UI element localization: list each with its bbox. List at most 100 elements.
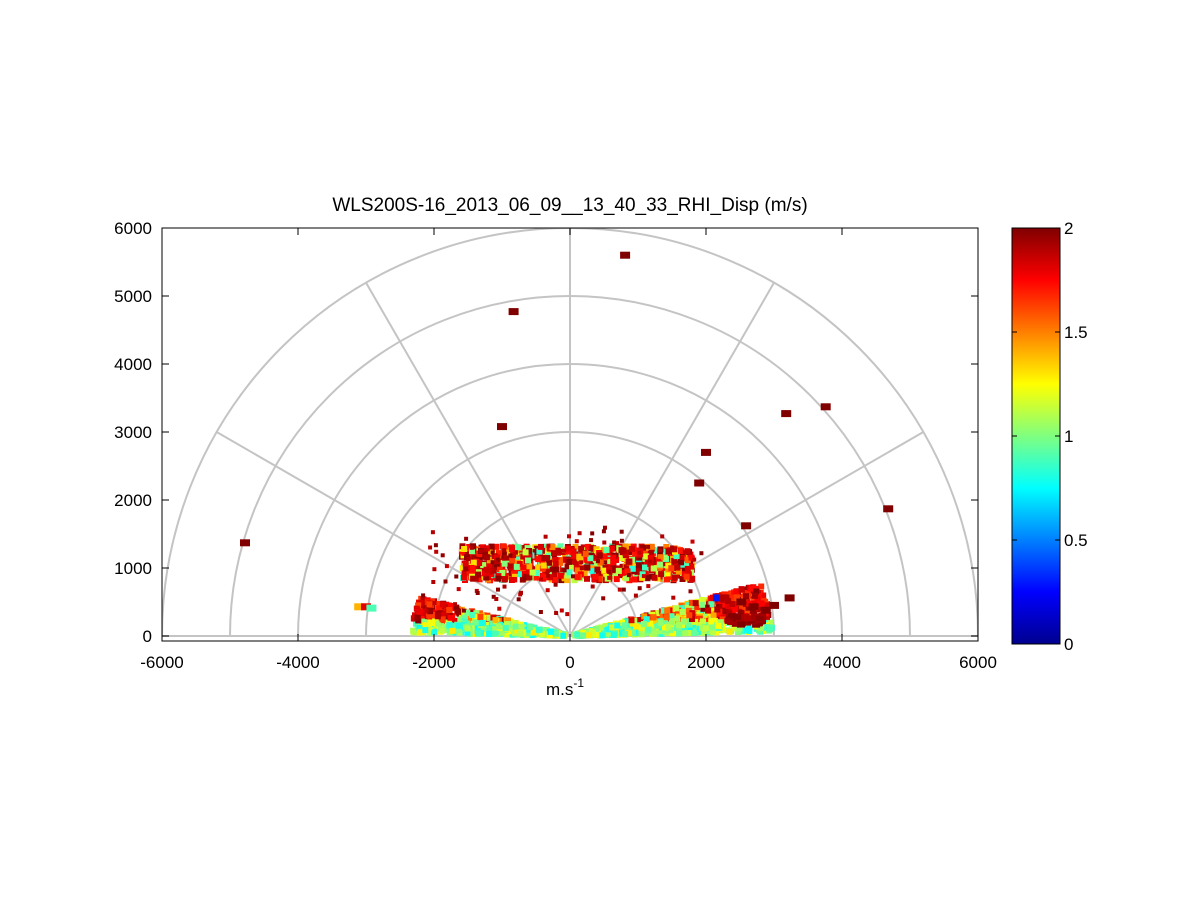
x-tick-label: 2000 <box>687 653 725 672</box>
data-cell <box>584 575 590 582</box>
x-tick-label: 6000 <box>959 653 997 672</box>
data-cell <box>607 569 612 574</box>
data-cell <box>673 605 680 612</box>
data-cell <box>486 549 493 556</box>
data-cell <box>566 569 573 576</box>
data-cell <box>661 624 668 631</box>
data-cell <box>503 631 510 638</box>
data-cell <box>414 614 421 621</box>
colorbar-tick-label: 1.5 <box>1064 323 1088 342</box>
data-cell <box>486 557 493 564</box>
data-cell <box>480 562 487 569</box>
data-cell <box>709 624 716 631</box>
isolated-cell <box>741 522 752 530</box>
data-cell <box>475 630 482 637</box>
data-cell <box>526 563 533 570</box>
data-cell <box>635 562 642 569</box>
data-cell <box>475 591 480 595</box>
data-cell <box>650 565 657 572</box>
data-cell <box>647 550 654 557</box>
isolated-cell <box>713 594 724 602</box>
data-cell <box>461 546 468 552</box>
data-cell <box>622 543 629 550</box>
data-cell <box>692 600 699 607</box>
data-cell <box>548 556 555 563</box>
data-cell <box>738 586 745 593</box>
data-cell <box>605 626 612 633</box>
data-cell <box>589 629 596 636</box>
data-cell <box>466 544 473 550</box>
data-cell <box>646 544 651 549</box>
data-cell <box>525 630 532 637</box>
data-cell <box>557 543 564 550</box>
data-cell <box>684 548 691 555</box>
data-cell <box>610 554 617 561</box>
data-cell <box>552 577 558 584</box>
data-cell <box>579 566 584 570</box>
data-cell <box>694 604 701 611</box>
data-cell <box>461 608 466 613</box>
data-cell <box>590 568 596 575</box>
data-cell <box>471 555 478 561</box>
data-cell <box>700 605 707 612</box>
data-cell <box>691 630 698 636</box>
data-cell <box>466 569 473 575</box>
colorbar-tick-label: 1 <box>1064 427 1073 446</box>
data-cell <box>590 531 595 536</box>
data-cell <box>439 627 446 634</box>
data-cell <box>560 632 567 639</box>
data-cell <box>514 627 521 634</box>
data-cell <box>690 539 695 544</box>
data-cell <box>744 590 751 596</box>
x-axis-label-superscript: -1 <box>573 676 584 690</box>
data-cell <box>430 530 435 535</box>
data-cell <box>486 630 493 637</box>
data-cell <box>567 534 571 539</box>
data-cell <box>722 608 729 614</box>
data-cell <box>490 567 497 574</box>
data-cell <box>457 616 464 623</box>
data-cell <box>492 630 499 637</box>
data-cell <box>508 546 515 553</box>
data-cell <box>539 565 546 572</box>
data-cell <box>417 608 424 615</box>
data-cell <box>725 603 732 610</box>
data-cell <box>619 563 626 570</box>
data-cell <box>710 611 717 618</box>
data-cell <box>727 619 736 625</box>
data-cell <box>518 592 523 597</box>
data-cell <box>680 567 687 574</box>
data-cell <box>433 543 438 548</box>
x-tick-label: -2000 <box>412 653 455 672</box>
data-cell <box>687 560 693 567</box>
data-cell <box>432 567 437 572</box>
data-cell <box>545 588 550 593</box>
data-cell <box>685 607 692 614</box>
data-cell <box>674 615 680 622</box>
data-cell <box>655 610 662 617</box>
data-cell <box>476 610 483 617</box>
isolated-cell <box>508 308 519 316</box>
data-cell <box>648 543 655 550</box>
data-cell <box>601 553 608 560</box>
data-cell <box>526 553 533 560</box>
data-cell <box>574 574 581 581</box>
data-cell <box>669 545 674 550</box>
data-cell <box>676 621 682 628</box>
data-cell <box>602 540 607 545</box>
data-cell <box>603 525 607 530</box>
data-cell <box>668 565 675 572</box>
colorbar-tick-label: 0.5 <box>1064 531 1088 550</box>
data-cell <box>736 625 743 632</box>
data-cell <box>454 574 459 579</box>
data-cell <box>715 622 722 629</box>
data-cell <box>753 588 760 595</box>
data-cell <box>508 553 513 558</box>
data-cell <box>475 571 482 578</box>
data-cell <box>675 611 682 618</box>
data-cell <box>673 553 680 560</box>
data-cell <box>638 624 645 631</box>
data-cell <box>435 620 442 627</box>
data-cell <box>434 613 441 620</box>
data-cell <box>689 575 696 582</box>
